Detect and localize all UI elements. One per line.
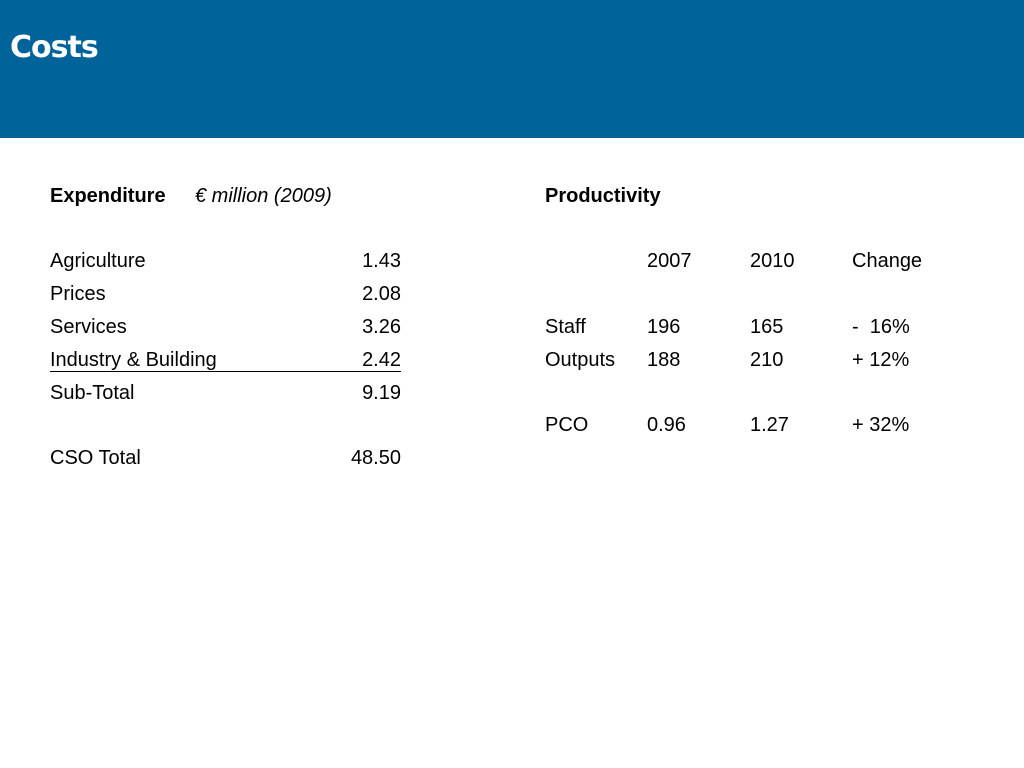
productivity-column-header: 2007: [647, 250, 692, 272]
slide-title: Costs: [10, 30, 99, 65]
productivity-cell-2007: 0.96: [647, 414, 686, 436]
subtotal-underline: [50, 371, 401, 372]
expenditure-row-value: 1.43: [362, 250, 401, 272]
expenditure-row-label: Agriculture: [50, 250, 146, 272]
productivity-column-header: 2010: [750, 250, 795, 272]
expenditure-heading: Expenditure: [50, 185, 166, 207]
productivity-cell-change: + 32%: [852, 414, 910, 436]
productivity-cell-2010: 1.27: [750, 414, 789, 436]
productivity-cell-change: - 16%: [852, 316, 910, 338]
expenditure-row-value: 3.26: [362, 316, 401, 338]
productivity-cell-change: + 12%: [852, 349, 910, 371]
expenditure-row-value: 9.19: [362, 382, 401, 404]
productivity-cell-2010: 165: [750, 316, 784, 338]
productivity-row-label: PCO: [545, 414, 589, 436]
productivity-cell-2010: 210: [750, 349, 784, 371]
expenditure-row-value: 2.42: [362, 349, 401, 371]
expenditure-row-value: 2.08: [362, 283, 401, 305]
expenditure-row-label: Services: [50, 316, 127, 338]
expenditure-unit: € million (2009): [195, 185, 332, 207]
cso-total-value: 48.50: [350, 447, 401, 469]
productivity-row-label: Outputs: [545, 349, 616, 371]
productivity-row-label: Staff: [545, 316, 586, 338]
productivity-cell-2007: 188: [647, 349, 681, 371]
productivity-column-header: Change: [852, 250, 923, 272]
productivity-cell-2007: 196: [647, 316, 681, 338]
expenditure-row-label: Sub-Total: [50, 382, 135, 404]
cso-total-label: CSO Total: [50, 447, 141, 469]
expenditure-row-label: Prices: [50, 283, 106, 305]
title-bar: [0, 0, 1024, 138]
expenditure-row-label: Industry & Building: [50, 349, 217, 371]
productivity-heading: Productivity: [545, 185, 661, 207]
